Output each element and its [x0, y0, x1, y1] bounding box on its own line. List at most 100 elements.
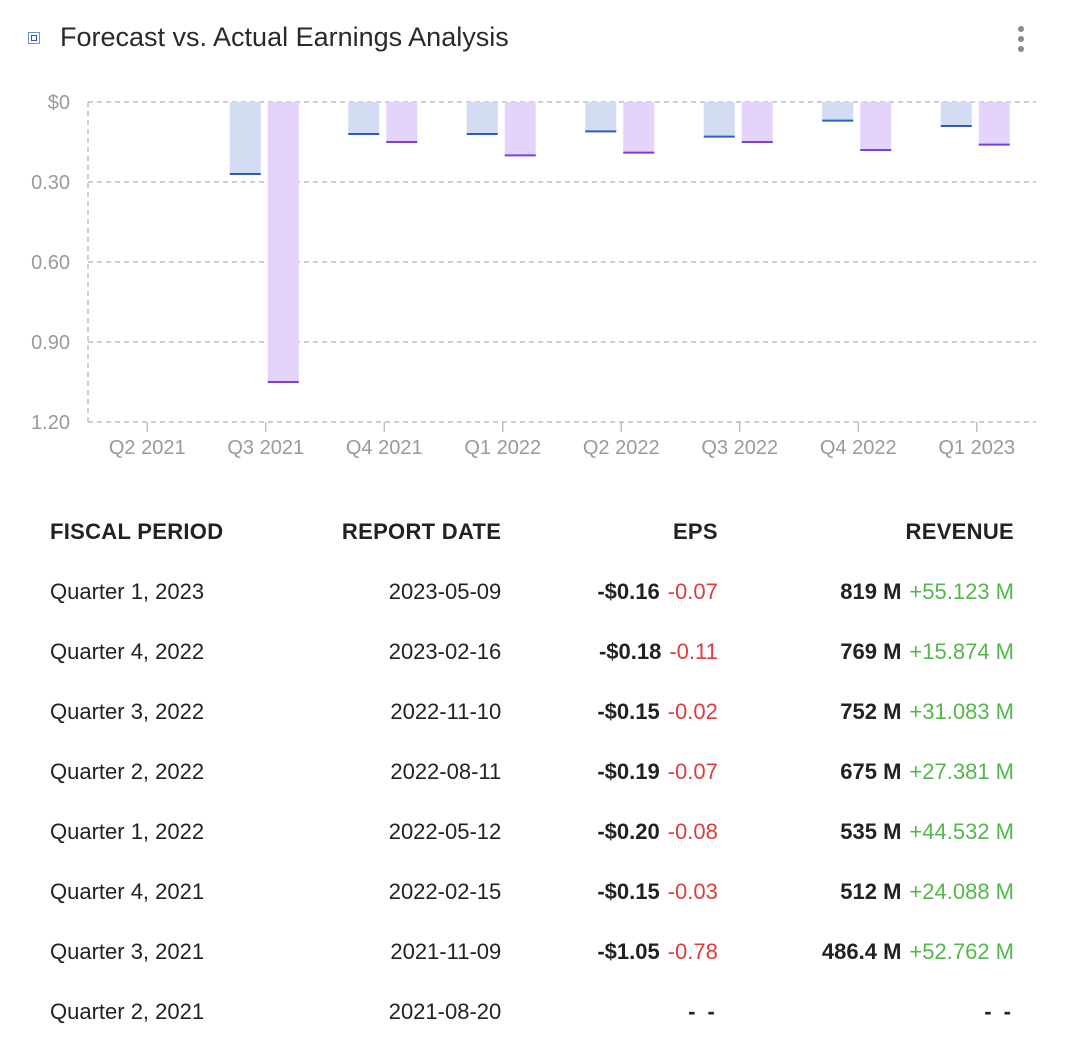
- revenue-empty: - -: [984, 999, 1014, 1024]
- table-row: Quarter 4, 2022 2023-02-16 -$0.18 -0.11 7…: [30, 622, 1034, 682]
- header-revenue: REVENUE: [905, 519, 1014, 544]
- actual-bar: [623, 102, 655, 153]
- revenue-cell: 675 M +27.381 M: [738, 742, 1034, 802]
- actual-bar: [741, 102, 773, 142]
- eps-value: -$0.19: [597, 759, 660, 784]
- eps-cell: -$0.15 -0.03: [521, 862, 738, 922]
- x-tick-label: Q2 2022: [583, 437, 660, 459]
- forecast-bar: [822, 102, 854, 121]
- header-fiscal-period: FISCAL PERIOD: [50, 519, 224, 544]
- report-date: 2023-05-09: [388, 579, 502, 604]
- x-tick-label: Q4 2022: [820, 437, 897, 459]
- eps-value: -$0.15: [597, 879, 660, 904]
- revenue-cell: 486.4 M +52.762 M: [738, 922, 1034, 982]
- forecast-bar: [585, 102, 617, 132]
- eps-value: -$0.15: [597, 699, 660, 724]
- eps-cell: -$0.15 -0.02: [521, 682, 738, 742]
- eps-surprise: -0.11: [669, 639, 718, 664]
- report-date: 2021-11-09: [390, 939, 502, 964]
- table-row: Quarter 3, 2022 2022-11-10 -$0.15 -0.02 7…: [30, 682, 1034, 742]
- eps-cell: -$0.16 -0.07: [521, 562, 738, 622]
- x-tick-label: Q1 2023: [938, 437, 1015, 459]
- eps-cell: -$1.05 -0.78: [521, 922, 738, 982]
- actual-bar: [860, 102, 892, 150]
- table-row: Quarter 2, 2021 2021-08-20 - - - -: [30, 982, 1034, 1042]
- y-tick-label: 0.60: [31, 252, 70, 274]
- actual-bar: [267, 102, 299, 382]
- kebab-menu-icon[interactable]: [1011, 24, 1031, 56]
- table-row: Quarter 3, 2021 2021-11-09 -$1.05 -0.78 4…: [30, 922, 1034, 982]
- report-date: 2022-05-12: [388, 819, 502, 844]
- revenue-value: 819 M: [840, 579, 902, 604]
- table-row: Quarter 1, 2023 2023-05-09 -$0.16 -0.07 8…: [30, 562, 1034, 622]
- eps-cell: -$0.19 -0.07: [521, 742, 738, 802]
- eps-value: -$0.18: [598, 639, 662, 664]
- forecast-bar: [703, 102, 735, 137]
- x-tick-label: Q3 2022: [701, 437, 778, 459]
- revenue-cell: 819 M +55.123 M: [738, 562, 1034, 622]
- revenue-surprise: +52.762 M: [909, 939, 1014, 964]
- revenue-cell: 512 M +24.088 M: [738, 862, 1034, 922]
- fiscal-period: Quarter 3, 2021: [50, 939, 205, 964]
- revenue-cell: 769 M +15.874 M: [738, 622, 1034, 682]
- y-tick-label: 0.90: [31, 332, 70, 354]
- legend-square-icon: [28, 32, 40, 44]
- forecast-bar: [348, 102, 380, 134]
- fiscal-period: Quarter 4, 2022: [50, 639, 205, 664]
- x-tick-label: Q3 2021: [227, 437, 304, 459]
- report-date: 2021-08-20: [388, 999, 502, 1024]
- eps-surprise: -0.02: [667, 699, 718, 724]
- forecast-bar: [940, 102, 972, 126]
- revenue-surprise: +27.381 M: [909, 759, 1014, 784]
- table-row: Quarter 2, 2022 2022-08-11 -$0.19 -0.07 6…: [30, 742, 1034, 802]
- table-row: Quarter 1, 2022 2022-05-12 -$0.20 -0.08 5…: [30, 802, 1034, 862]
- table-row: Quarter 4, 2021 2022-02-15 -$0.15 -0.03 5…: [30, 862, 1034, 922]
- actual-bar: [386, 102, 418, 142]
- revenue-value: 486.4 M: [821, 939, 902, 964]
- fiscal-period: Quarter 2, 2021: [50, 999, 205, 1024]
- report-date: 2023-02-16: [388, 639, 502, 664]
- eps-cell: -$0.20 -0.08: [521, 802, 738, 862]
- x-tick-label: Q4 2021: [346, 437, 423, 459]
- forecast-bar: [229, 102, 261, 174]
- report-date: 2022-08-11: [390, 759, 502, 784]
- header-eps: EPS: [672, 519, 718, 544]
- y-tick-label: 0.30: [31, 172, 70, 194]
- actual-bar: [978, 102, 1010, 145]
- forecast-bar: [466, 102, 498, 134]
- earnings-table: FISCAL PERIOD REPORT DATE EPS REVENUE Qu…: [30, 502, 1034, 1042]
- eps-cell: - -: [521, 982, 738, 1042]
- table-header-row: FISCAL PERIOD REPORT DATE EPS REVENUE: [30, 502, 1034, 562]
- revenue-surprise: +24.088 M: [909, 879, 1014, 904]
- x-tick-label: Q2 2021: [109, 437, 186, 459]
- report-date: 2022-11-10: [390, 699, 502, 724]
- chart-header: Forecast vs. Actual Earnings Analysis: [0, 0, 1068, 76]
- eps-value: -$1.05: [597, 939, 660, 964]
- eps-value: -$0.16: [597, 579, 660, 604]
- eps-surprise: -0.07: [667, 579, 718, 604]
- eps-bar-chart: $0 0.30 0.60 0.90 1.20 Q2 2021 Q3 2021 Q4 2021 Q…: [31, 92, 1036, 459]
- actual-bar: [504, 102, 536, 156]
- eps-cell: -$0.18 -0.11: [521, 622, 738, 682]
- revenue-cell: - -: [738, 982, 1034, 1042]
- fiscal-period: Quarter 3, 2022: [50, 699, 205, 724]
- revenue-value: 752 M: [840, 699, 902, 724]
- fiscal-period: Quarter 1, 2023: [50, 579, 205, 604]
- revenue-value: 535 M: [840, 819, 902, 844]
- eps-surprise: -0.78: [667, 939, 718, 964]
- y-tick-label: $0: [48, 92, 70, 114]
- revenue-value: 675 M: [840, 759, 902, 784]
- revenue-surprise: +15.874 M: [909, 639, 1014, 664]
- eps-surprise: -0.03: [667, 879, 718, 904]
- revenue-surprise: +44.532 M: [909, 819, 1014, 844]
- revenue-cell: 535 M +44.532 M: [738, 802, 1034, 862]
- x-tick-label: Q1 2022: [464, 437, 541, 459]
- eps-empty: - -: [688, 999, 718, 1024]
- revenue-surprise: +55.123 M: [909, 579, 1014, 604]
- revenue-cell: 752 M +31.083 M: [738, 682, 1034, 742]
- report-date: 2022-02-15: [388, 879, 502, 904]
- fiscal-period: Quarter 2, 2022: [50, 759, 205, 784]
- revenue-value: 512 M: [840, 879, 902, 904]
- revenue-value: 769 M: [840, 639, 902, 664]
- eps-surprise: -0.08: [667, 819, 718, 844]
